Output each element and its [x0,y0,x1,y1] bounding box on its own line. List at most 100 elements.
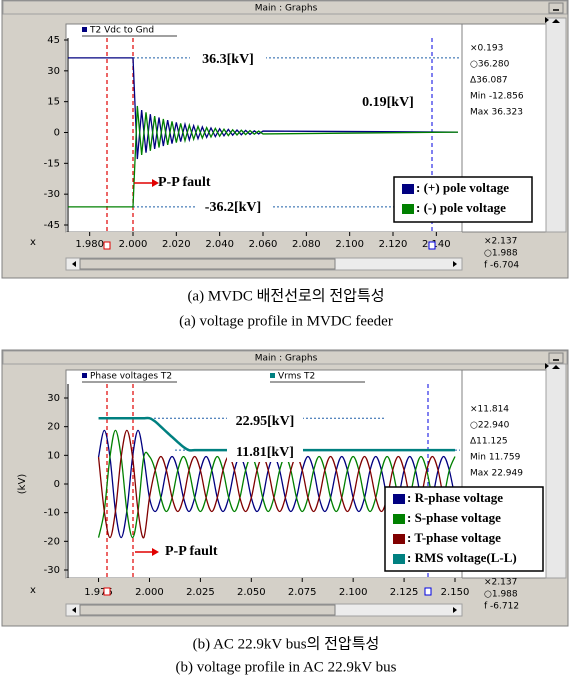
y-tick-label: -30 [44,565,60,576]
side-scroll [545,17,567,233]
x-axis-band [66,578,462,600]
annotation: 36.3[kV] [202,52,254,67]
annotation: P-P fault [158,175,211,190]
y-tick-label: -20 [44,536,60,547]
y-tick-label: 0 [54,479,60,490]
scroll-arrow-up[interactable] [552,19,560,23]
readout: ×11.814 [470,405,509,415]
trace-label[interactable]: Vrms T2 [278,372,315,382]
cursor-readout: ×2.137 [484,237,517,247]
x-tick-label: 2.100 [335,239,364,250]
x-tick-label: 2.075 [288,587,317,598]
scroll-thumb[interactable] [79,258,336,270]
cursor-readout: ○1.988 [484,249,518,259]
x-tick-label: 2.000 [119,239,148,250]
readout: Δ11.125 [470,437,508,447]
x-tick-label: 2.060 [249,239,278,250]
y-tick-label: -30 [44,189,60,200]
legend-label[interactable]: : R-phase voltage [407,490,503,505]
caption: (b) AC 22.9kV bus의 전압특성 [193,635,380,652]
caption: (b) voltage profile in AC 22.9kV bus [176,659,397,675]
annotation-bg [190,51,266,69]
legend-box [393,176,533,223]
minimize-button[interactable] [548,352,564,364]
trace-swatch [270,373,275,378]
legend-swatch [393,494,405,504]
cursor-handle[interactable] [103,241,111,250]
window-title: Main : Graphs [255,4,318,14]
y-tick-label: 10 [47,450,60,461]
legend-label[interactable]: : RMS voltage(L-L) [407,550,517,565]
x-tick-label: 1.980 [75,239,104,250]
x-axis-band [66,232,462,254]
cursor-readout: ○1.988 [484,590,518,600]
minimize-button[interactable] [548,2,564,14]
side-scroll [545,363,567,579]
y-tick-label: -45 [44,220,60,231]
annotation-bg [227,444,303,462]
graph-window: Main : Graphs T2 Vdc to Gnd -45 -30 -15 0 15 30… [1,0,569,329]
annotation-bg [195,199,271,217]
x-tick-label: 2.040 [205,239,234,250]
legend-swatch [402,184,414,194]
readout: Min 11.759 [470,453,521,463]
cursor-readout: ×2.137 [484,578,517,588]
x-tick-label: 2.100 [339,587,368,598]
y-tick-label: -10 [44,508,60,519]
y-tick-label: 30 [47,66,60,77]
trace-swatch [82,27,87,32]
legend-label[interactable]: : S-phase voltage [407,510,501,525]
x-axis-label: x [30,237,36,248]
series-line [68,105,459,208]
scroll-right[interactable] [453,261,457,267]
title-bar [2,0,568,15]
annotation-bg [350,94,426,112]
scroll-arrow-up[interactable] [552,365,560,369]
legend-label[interactable]: : (+) pole voltage [416,180,509,195]
legend-swatch [393,534,405,544]
scroll-left[interactable] [72,607,76,613]
legend-swatch [393,554,405,564]
x-tick-label: 1.975 [84,587,113,598]
scroll-arrow-right[interactable] [545,17,549,23]
x-tick-label: 2.150 [441,587,470,598]
trace-swatch [82,373,87,378]
y-tick-label: 30 [47,393,60,404]
x-tick-label: 2.050 [237,587,266,598]
annotation: 22.95[kV] [236,414,295,429]
graph-window: Main : Graphs Phase voltages T2 Vrms T2 -30… [1,349,569,675]
caption: (a) MVDC 배전선로의 전압특성 [187,287,384,304]
readout: ○22.940 [470,421,510,431]
cursor-handle[interactable] [428,241,436,250]
scroll-arrow-right[interactable] [545,363,549,369]
trace-label[interactable]: T2 Vdc to Gnd [89,26,154,36]
series-line [97,429,456,539]
x-axis-label: x [30,585,36,596]
x-tick-label: 2.120 [379,239,408,250]
scroll-right[interactable] [453,607,457,613]
legend-label[interactable]: : (-) pole voltage [416,200,506,215]
y-tick-label: -15 [44,158,60,169]
series-line [97,429,456,539]
x-tick-label: 2.140 [422,239,451,250]
readout: ×0.193 [470,44,503,54]
annotation: 0.19[kV] [362,95,414,110]
cursor-handle[interactable] [424,587,432,596]
x-tick-label: 2.080 [292,239,321,250]
y-tick-label: 20 [47,422,60,433]
cursor-readout: f -6.704 [484,261,519,271]
y-axis-label: (kV) [17,474,28,495]
scroll-left[interactable] [72,261,76,267]
x-tick-label: 2.025 [186,587,215,598]
caption: (a) voltage profile in MVDC feeder [179,313,393,329]
y-tick-label: 15 [47,97,60,108]
scroll-thumb[interactable] [79,604,336,616]
legend-swatch [393,514,405,524]
fault-arrowhead [152,179,159,187]
y-tick-label: 0 [54,128,60,139]
legend-box [384,486,544,572]
trace-label[interactable]: Phase voltages T2 [90,372,172,382]
legend-label[interactable]: : T-phase voltage [407,530,501,545]
cursor-readout: f -6.712 [484,602,519,612]
cursor-handle[interactable] [103,587,111,596]
